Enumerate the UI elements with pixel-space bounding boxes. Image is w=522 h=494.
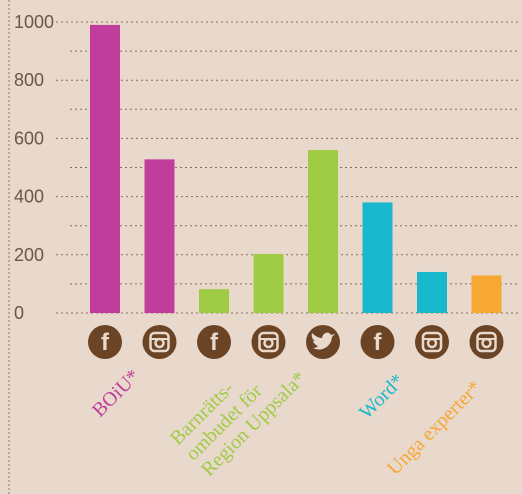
- instagram-frame: [258, 331, 279, 353]
- group-label-0: BOiU*: [88, 365, 144, 421]
- facebook-icon: f: [197, 325, 231, 359]
- group-label-line: BOiU*: [88, 365, 144, 421]
- bar-boiu-instagram: [144, 159, 175, 313]
- facebook-glyph: f: [210, 329, 219, 356]
- bar-boiu-facebook: [90, 24, 120, 313]
- y-tick-label-0: 0: [14, 303, 24, 323]
- icon-circle: [251, 325, 286, 359]
- icon-circle: [360, 325, 395, 359]
- icon-circle: [88, 325, 122, 359]
- instagram-frame: [149, 331, 170, 353]
- y-tick-label-800: 800: [14, 70, 44, 90]
- instagram-icon: [415, 325, 449, 359]
- facebook-icon: f: [360, 325, 395, 359]
- bar-ungaexperter-instagram: [471, 275, 502, 313]
- twitter-bird: [311, 332, 335, 350]
- bar-barnrttsombudetfrregionuppsala-instagram: [253, 253, 284, 313]
- y-tick-label-400: 400: [14, 187, 44, 207]
- icon-circle: [415, 325, 449, 359]
- left-border-dotted: [8, 0, 10, 494]
- y-tick-label-600: 600: [14, 128, 44, 148]
- bar-barnrttsombudetfrregionuppsala-twitter: [308, 150, 338, 313]
- grid-lines: [56, 21, 520, 314]
- icon-circle: [197, 325, 231, 359]
- instagram-frame: [421, 331, 443, 353]
- twitter-icon: [306, 325, 340, 359]
- bar-word-facebook: [362, 202, 393, 313]
- group-label-line: Word*: [355, 370, 409, 424]
- y-tick-label-1000: 1000: [14, 12, 54, 32]
- icon-circle: [142, 325, 177, 359]
- instagram-frame: [476, 331, 497, 353]
- instagram-icon: [142, 325, 177, 359]
- y-tick-label-200: 200: [14, 245, 44, 265]
- bar-word-instagram: [417, 271, 447, 313]
- facebook-glyph: f: [101, 329, 110, 356]
- group-label-2: Word*: [355, 370, 409, 424]
- bar-barnrttsombudetfrregionuppsala-facebook: [199, 289, 229, 313]
- facebook-icon: f: [88, 325, 122, 359]
- facebook-glyph: f: [374, 329, 383, 356]
- instagram-icon: [469, 325, 504, 359]
- instagram-icon: [251, 325, 286, 359]
- icon-circle: [469, 325, 504, 359]
